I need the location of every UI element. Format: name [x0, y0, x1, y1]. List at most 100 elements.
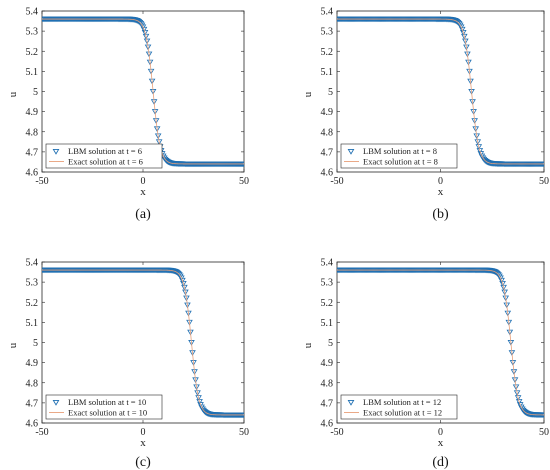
exact-solution-line: [337, 269, 544, 416]
panel-d: 4.6 4.7 4.8 4.9 5 5.1 5.2 5.3 5.4 -50 0 50 x u LBM sol…: [302, 258, 549, 470]
legend-exact-label: Exact solution at t = 10: [68, 408, 147, 418]
lbm-point: [179, 277, 186, 284]
y-tick-label: 5.4: [26, 258, 39, 269]
x-tick-label: 50: [539, 176, 549, 187]
y-tick-label: 5.3: [26, 278, 39, 289]
y-tick-label: 5.2: [321, 47, 334, 58]
legend-box: [340, 143, 458, 169]
y-tick-label: 4.8: [26, 127, 39, 138]
x-tick-label: 50: [239, 176, 249, 187]
legend-lbm-marker: [347, 399, 355, 406]
lbm-point: [180, 280, 187, 287]
legend-box: [45, 394, 163, 420]
y-tick-label: 5.1: [26, 67, 39, 78]
x-tick-label: -50: [330, 427, 343, 438]
x-tick-label: 0: [438, 176, 443, 187]
y-tick-label: 5.3: [321, 27, 334, 38]
legend-box: [340, 394, 458, 420]
lbm-point: [462, 38, 469, 45]
x-axis-label: x: [140, 437, 146, 449]
lbm-point: [475, 144, 483, 150]
x-tick-label: -50: [330, 176, 343, 187]
legend-lbm-label: LBM solution at t = 8: [363, 146, 437, 156]
y-tick-label: 4.8: [321, 127, 334, 138]
lbm-point: [141, 29, 149, 36]
lbm-point: [459, 29, 467, 36]
exact-solution-line: [42, 18, 244, 165]
x-tick-label: 0: [141, 176, 146, 187]
legend-exact-label: Exact solution at t = 6: [68, 157, 143, 167]
legend-lbm-marker: [347, 148, 355, 155]
legend-exact-label: Exact solution at t = 8: [363, 157, 438, 167]
legend-lbm-marker: [52, 399, 60, 406]
y-tick-label: 4.9: [321, 358, 334, 369]
y-tick-label: 5.2: [321, 298, 334, 309]
lbm-point: [458, 26, 466, 33]
lbm-point: [515, 399, 523, 405]
exact-solution-line: [337, 18, 544, 165]
data-layer: [337, 16, 544, 168]
y-tick-label: 4.6: [321, 168, 334, 179]
lbm-point: [514, 395, 522, 401]
y-tick-label: 5.1: [26, 318, 39, 329]
y-axis-label: u: [302, 342, 314, 348]
panel-a: 4.6 4.7 4.8 4.9 5 5.1 5.2 5.3 5.4 -50 0 50 x u LBM sol…: [7, 7, 249, 223]
y-tick-label: 4.7: [26, 147, 39, 158]
y-tick-label: 5: [33, 87, 38, 98]
y-tick-label: 4.6: [26, 419, 39, 430]
exact-solution-line: [42, 269, 244, 416]
legend-box: [45, 143, 163, 169]
lbm-point: [196, 399, 203, 405]
y-tick-label: 4.9: [26, 107, 39, 118]
lbm-point: [499, 280, 506, 287]
y-tick-label: 4.9: [26, 358, 39, 369]
y-axis-label: u: [7, 91, 19, 97]
y-tick-label: 5.3: [26, 27, 39, 38]
lbm-point: [181, 284, 188, 291]
panel-caption: (b): [432, 207, 449, 222]
data-layer: [337, 267, 544, 419]
legend-lbm-label: LBM solution at t = 12: [363, 397, 441, 407]
x-tick-label: 0: [141, 427, 146, 438]
x-axis-label: x: [438, 437, 444, 449]
lbm-point: [140, 26, 148, 33]
y-tick-label: 5.3: [321, 278, 334, 289]
y-tick-label: 4.7: [26, 398, 39, 409]
x-tick-label: -50: [35, 427, 48, 438]
y-tick-label: 4.7: [321, 147, 334, 158]
y-tick-label: 5.4: [321, 7, 334, 18]
x-tick-label: -50: [35, 176, 48, 187]
y-tick-label: 5: [33, 338, 38, 349]
panel-b: 4.6 4.7 4.8 4.9 5 5.1 5.2 5.3 5.4 -50 0 50 x u LBM sol…: [302, 7, 549, 223]
legend-exact-label: Exact solution at t = 12: [363, 408, 442, 418]
legend-lbm-label: LBM solution at t = 6: [68, 146, 142, 156]
y-tick-label: 5.4: [26, 7, 39, 18]
lbm-point: [143, 38, 151, 45]
lbm-point: [142, 33, 150, 40]
legend-lbm-marker: [52, 148, 60, 155]
y-tick-label: 4.6: [321, 419, 334, 430]
legend-lbm-label: LBM solution at t = 10: [68, 397, 146, 407]
panel-caption: (c): [135, 455, 151, 470]
panel-c: 4.6 4.7 4.8 4.9 5 5.1 5.2 5.3 5.4 -50 0 50 x u LBM sol…: [7, 258, 249, 470]
x-tick-label: 50: [239, 427, 249, 438]
y-tick-label: 5.2: [26, 298, 39, 309]
x-axis-label: x: [438, 186, 444, 198]
lbm-point: [498, 277, 505, 284]
y-tick-label: 5: [328, 338, 333, 349]
y-tick-label: 4.6: [26, 168, 39, 179]
x-tick-label: 50: [539, 427, 549, 438]
data-layer: [42, 16, 244, 168]
lbm-point: [195, 395, 202, 401]
x-tick-label: 0: [438, 427, 443, 438]
panel-caption: (a): [135, 207, 151, 222]
lbm-point: [182, 289, 189, 296]
y-tick-label: 4.8: [26, 378, 39, 389]
y-tick-label: 5: [328, 87, 333, 98]
y-tick-label: 5.4: [321, 258, 334, 269]
